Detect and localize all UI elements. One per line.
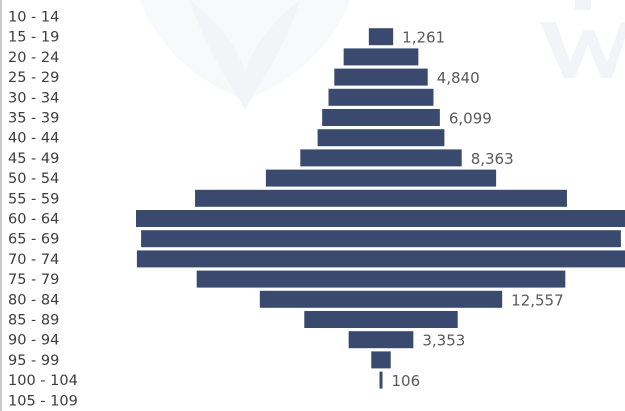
category-tick-label: 75 - 79	[8, 272, 59, 288]
bar	[300, 149, 462, 167]
category-axis: 10 - 14 15 - 19 20 - 24 25 - 29 30 - 34 35 - …	[8, 10, 78, 410]
bar-value-label: 1,261	[402, 29, 445, 47]
bar-value-label: 6,099	[449, 110, 492, 128]
category-tick-label: 60 - 64	[8, 212, 59, 228]
bars	[136, 28, 625, 389]
bar	[136, 250, 625, 268]
category-tick-label: 100 - 104	[8, 373, 78, 389]
category-tick-label: 65 - 69	[8, 232, 59, 248]
category-tick-label: 15 - 19	[8, 30, 59, 46]
bar	[371, 351, 391, 369]
bar-value-label: 8,363	[471, 150, 514, 168]
bar	[368, 28, 394, 46]
bar	[334, 68, 428, 86]
category-tick-label: 45 - 49	[8, 151, 59, 167]
bar	[259, 290, 503, 308]
category-tick-label: 85 - 89	[8, 313, 59, 329]
bar	[304, 311, 458, 328]
bar	[317, 129, 445, 147]
category-tick-label: 50 - 54	[8, 171, 59, 187]
category-tick-label: 90 - 94	[8, 333, 59, 349]
category-tick-label: 25 - 29	[8, 70, 59, 86]
category-tick-label: 10 - 14	[8, 10, 59, 26]
bar	[379, 371, 383, 389]
category-tick-label: 20 - 24	[8, 50, 59, 66]
bar	[136, 210, 625, 227]
bar	[328, 88, 434, 106]
category-tick-label: 80 - 84	[8, 292, 59, 308]
category-tick-label: 35 - 39	[8, 111, 59, 127]
bar	[141, 230, 621, 248]
category-tick-label: 95 - 99	[8, 353, 59, 369]
bar	[343, 48, 419, 66]
bar-value-label: 4,840	[437, 69, 480, 87]
data-labels: 1,261 4,840 6,099 8,363 12,557 3,353 106	[392, 29, 564, 390]
category-tick-label: 40 - 44	[8, 131, 59, 147]
bar-value-label: 12,557	[511, 291, 563, 309]
bar	[348, 331, 414, 349]
bar	[322, 109, 440, 126]
bar-value-label: 3,353	[422, 332, 465, 350]
left-border	[0, 0, 2, 411]
bar	[195, 189, 567, 207]
bar	[196, 270, 566, 288]
category-tick-label: 105 - 109	[8, 393, 78, 409]
category-tick-label: 55 - 59	[8, 191, 59, 207]
category-tick-label: 70 - 74	[8, 252, 59, 268]
bar-value-label: 106	[392, 372, 421, 390]
category-tick-label: 30 - 34	[8, 90, 59, 106]
bar	[265, 169, 497, 187]
